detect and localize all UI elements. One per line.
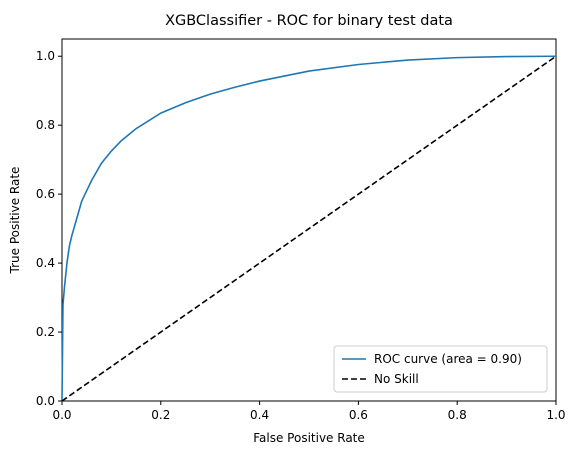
y-axis-label: True Positive Rate — [8, 167, 22, 275]
y-tick-label: 0.6 — [36, 187, 55, 201]
y-tick-label: 0.8 — [36, 118, 55, 132]
series-layer — [61, 55, 557, 402]
y-tick-label: 0.2 — [36, 325, 55, 339]
legend: ROC curve (area = 0.90) No Skill — [333, 345, 548, 393]
ticks-layer: 0.0 0.2 0.4 0.6 0.8 1.0 0.0 0.2 0.4 0.6 0.8 1.0 — [36, 49, 566, 422]
legend-label-roc-curve: ROC curve (area = 0.90) — [374, 352, 522, 366]
x-tick-label: 0.8 — [448, 408, 467, 422]
legend-box — [333, 345, 548, 393]
y-tick-label: 1.0 — [36, 49, 55, 63]
x-tick-label: 0.0 — [52, 408, 71, 422]
no-skill-line — [61, 55, 557, 402]
y-tick-label: 0.0 — [36, 394, 55, 408]
y-tick-label: 0.4 — [36, 256, 55, 270]
x-tick-label: 0.2 — [151, 408, 170, 422]
chart-title: XGBClassifier - ROC for binary test data — [165, 13, 453, 29]
legend-label-no-skill: No Skill — [374, 372, 419, 386]
x-tick-label: 1.0 — [546, 408, 565, 422]
plot-frame — [61, 38, 557, 402]
x-tick-label: 0.6 — [349, 408, 368, 422]
x-axis-label: False Positive Rate — [253, 431, 365, 445]
x-tick-label: 0.4 — [250, 408, 269, 422]
roc-curve-line — [61, 55, 557, 402]
